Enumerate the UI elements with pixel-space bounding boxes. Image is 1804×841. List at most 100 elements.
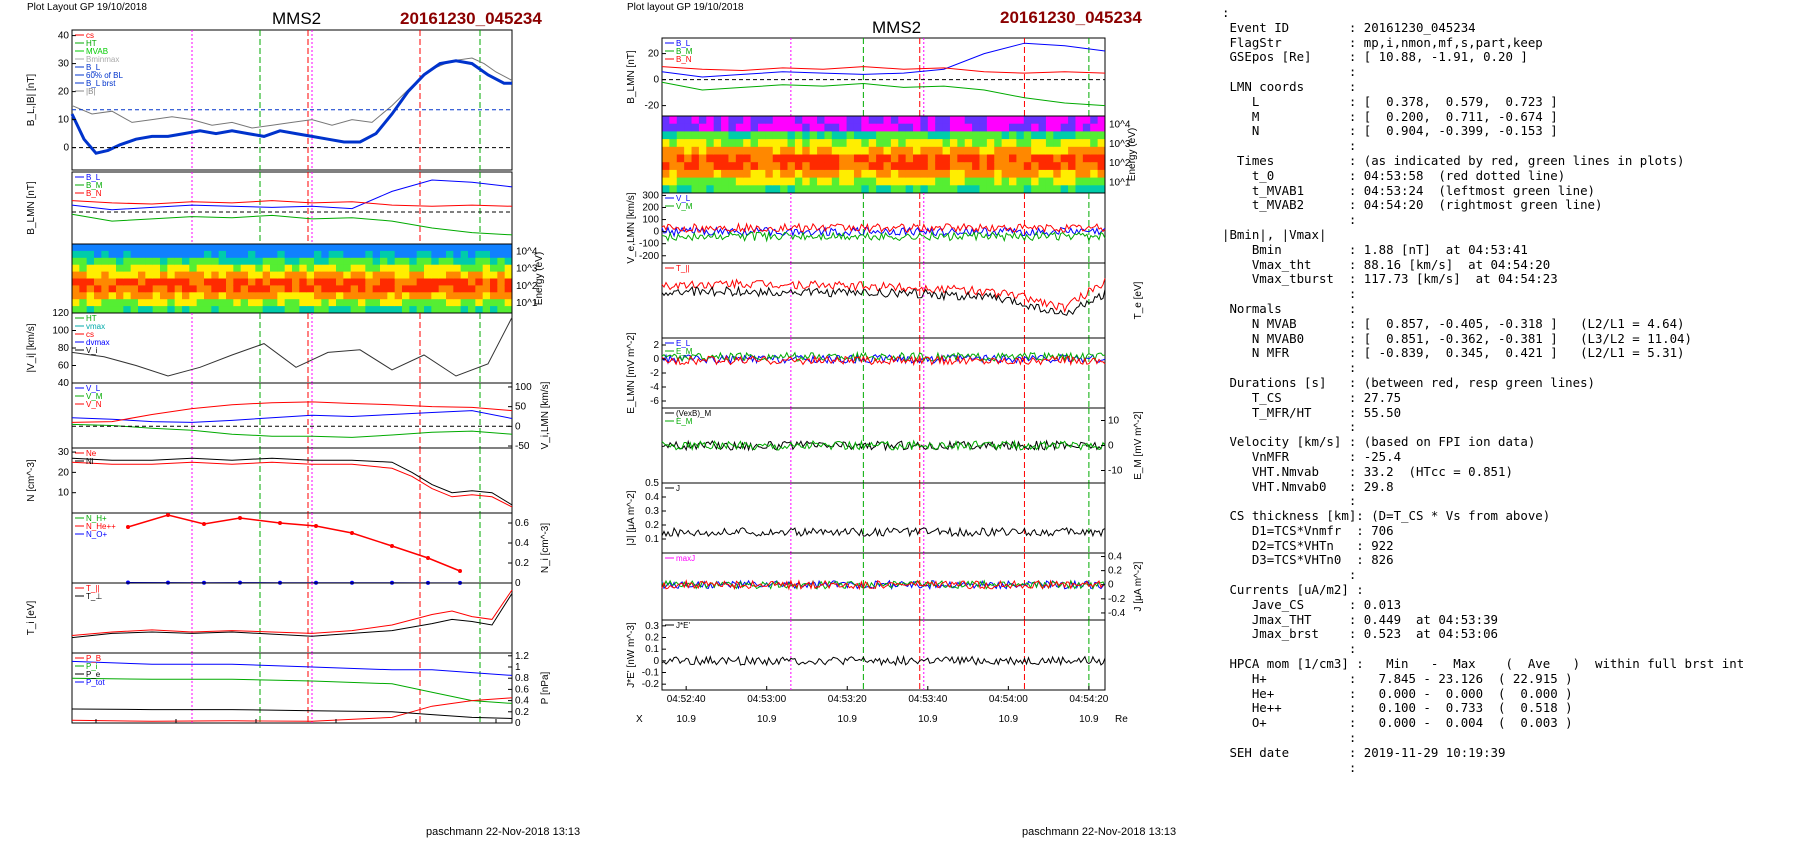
legend-entry: T_|| [676, 264, 690, 273]
spectrogram-cell [130, 264, 139, 273]
spectrogram-cell [772, 154, 781, 163]
spectrogram-cell [299, 278, 308, 286]
spectrogram-cell [189, 278, 198, 286]
panel-frame [71, 382, 513, 449]
spectrogram-cell [152, 278, 161, 286]
spectrogram-cell [174, 292, 183, 300]
spectrogram-cell [101, 271, 110, 279]
spectrogram-cell [380, 306, 388, 314]
spectrogram-cell [394, 271, 403, 279]
spectrogram-cell [691, 123, 700, 132]
spectrogram-cell [728, 169, 737, 179]
legend-entry: HT [86, 39, 97, 48]
data-point [238, 516, 242, 520]
legend-entry: B_L [86, 63, 101, 72]
spectrogram-cell [233, 257, 242, 266]
legend-entry: B_N [86, 189, 102, 198]
spectrogram-cell [424, 250, 432, 259]
series-line [127, 514, 461, 572]
spectrogram-cell [750, 185, 759, 194]
spectrogram-cell [101, 278, 110, 286]
spectrogram-cell [424, 299, 432, 307]
spectrogram-cell [927, 146, 936, 155]
spectrogram-cell [824, 131, 833, 140]
spectrogram-cell [957, 146, 966, 155]
spectrogram-cell [757, 139, 766, 148]
spectrogram-cell [1045, 116, 1054, 125]
spectrogram-cell [160, 271, 168, 279]
spectrogram-cell [662, 131, 670, 140]
summary-line: VHT.Nmvab0 : 29.8 [1222, 478, 1394, 494]
spectrogram-cell [328, 271, 337, 279]
spectrogram-cell [306, 271, 315, 279]
spectrogram-cell [706, 169, 715, 179]
spectrogram-cell [446, 271, 454, 279]
spectrogram-cell [138, 271, 146, 279]
tick-label: -0.1 [642, 668, 660, 679]
spectrogram-cell [743, 154, 752, 163]
spectrogram-cell [765, 185, 774, 194]
spectrogram-cell [972, 116, 980, 125]
spectrogram-cell [669, 169, 678, 179]
spectrogram-cell [453, 271, 462, 279]
spectrogram-cell [905, 131, 914, 140]
spectrogram-cell [284, 271, 293, 279]
spectrogram-cell [1090, 131, 1099, 140]
spectrogram-cell [108, 264, 117, 273]
spectrogram-cell [431, 250, 440, 259]
spectrogram-cell [424, 264, 432, 273]
summary-line: Normals : [1222, 300, 1357, 316]
spectrogram-cell [839, 146, 848, 155]
spectrogram-cell [424, 306, 432, 314]
spectrogram-cell [691, 177, 700, 186]
spectrogram-cell [475, 271, 484, 279]
summary-line: FlagStr : mp,i,nmon,mf,s,part,keep [1222, 34, 1543, 50]
spectrogram-cell [248, 264, 256, 273]
summary-line: t_MVAB1 : 04:53:24 (leftmost green line) [1222, 182, 1595, 198]
spectrogram-cell [365, 264, 374, 273]
spectrogram-cell [868, 116, 877, 125]
time-tick-label: 04:53:40 [908, 694, 947, 705]
summary-line: : [1222, 419, 1357, 435]
spectrogram-cell [809, 177, 818, 186]
coord-value: 10.9 [918, 714, 938, 725]
spectrogram-cell [802, 123, 811, 132]
spectrogram-cell [255, 271, 264, 279]
spectrogram-cell [994, 139, 1003, 148]
spectrogram-cell [416, 257, 425, 266]
spectrogram-cell [490, 250, 498, 259]
spectrogram-cell [233, 264, 242, 273]
spectrogram-cell [409, 299, 418, 307]
spectrogram-cell [853, 131, 862, 140]
spectrogram-cell [1009, 185, 1017, 194]
spectrogram-cell [913, 116, 921, 125]
spectrogram-cell [189, 292, 198, 300]
spectrogram-cell [684, 162, 693, 171]
spectrogram-cell [691, 116, 700, 125]
spectrogram-cell [468, 292, 476, 300]
spectrogram-cell [460, 292, 469, 300]
legend-entry: dvmax [86, 338, 110, 347]
legend-entry: B_M [86, 181, 103, 190]
spectrogram-cell [358, 285, 366, 293]
spectrogram-cell [189, 250, 198, 259]
spectrogram-cell [927, 185, 936, 194]
spectrogram-cell [750, 177, 759, 186]
spectrogram-cell [86, 278, 95, 286]
panel-spec: Energy (eV)10^4 10^3 10^2 10^1 [71, 243, 545, 314]
spectrogram-cell [402, 306, 410, 314]
spectrogram-cell [416, 250, 425, 259]
spectrogram-cell [743, 146, 752, 155]
spectrogram-cell [839, 185, 848, 194]
spectrogram-cell [343, 292, 352, 300]
spectrogram-cell [979, 162, 988, 171]
spectrogram-cell [1082, 146, 1091, 155]
panel-ylabel: Energy (eV) [534, 252, 545, 305]
summary-line: : [1222, 360, 1357, 376]
spectrogram-cell [949, 177, 958, 186]
spectrogram-cell [211, 285, 220, 293]
tick-label: 20 [58, 87, 70, 98]
spectrogram-cell [365, 292, 374, 300]
spectrogram-cell [883, 123, 892, 132]
spectrogram-cell [1053, 123, 1062, 132]
